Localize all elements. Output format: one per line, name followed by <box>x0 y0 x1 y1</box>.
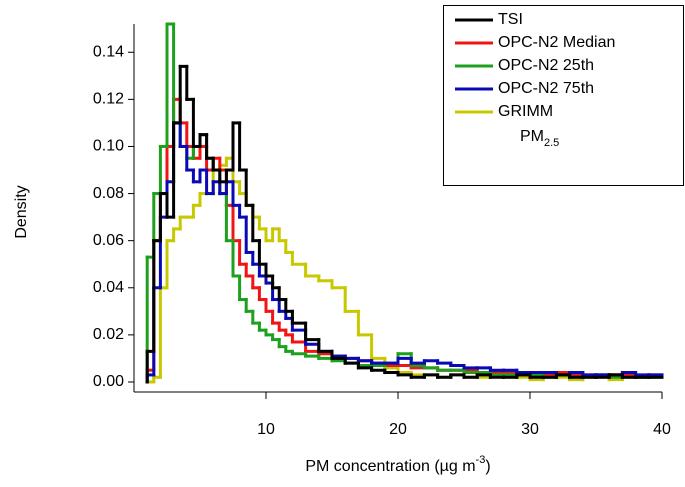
x-label-text: PM concentration (µg m <box>305 458 475 475</box>
series <box>145 156 664 384</box>
x-tick-label: 30 <box>521 421 539 438</box>
y-tick-label: 0.12 <box>93 91 124 108</box>
legend-label: OPC-N2 25th <box>498 57 594 74</box>
y-tick-label: 0.08 <box>93 185 124 202</box>
legend-note-text: PM <box>520 128 544 145</box>
x-label-sup: -3 <box>476 454 486 466</box>
y-tick-label: 0.02 <box>93 326 124 343</box>
y-tick-label: 0.06 <box>93 232 124 249</box>
y-tick-label: 0.04 <box>93 279 124 296</box>
x-tick-label: 40 <box>653 421 671 438</box>
series <box>145 64 664 384</box>
y-axis-label: Density <box>13 185 30 238</box>
x-tick-label: 10 <box>257 421 275 438</box>
legend-label: TSI <box>498 11 523 28</box>
x-tick-label: 20 <box>389 421 407 438</box>
y-tick-label: 0.00 <box>93 373 124 390</box>
legend-label: GRIMM <box>498 103 553 120</box>
y-tick-label: 0.14 <box>93 43 124 60</box>
legend-note: PM2.5 <box>520 128 559 149</box>
legend-label: OPC-N2 Median <box>498 34 615 51</box>
y-tick-label: 0.10 <box>93 138 124 155</box>
legend-note-sub: 2.5 <box>544 137 559 149</box>
x-label-tail: ) <box>485 458 490 475</box>
legend-label: OPC-N2 75th <box>498 80 594 97</box>
legend-box <box>443 5 684 186</box>
x-axis-label: PM concentration (µg m-3) <box>305 454 490 475</box>
